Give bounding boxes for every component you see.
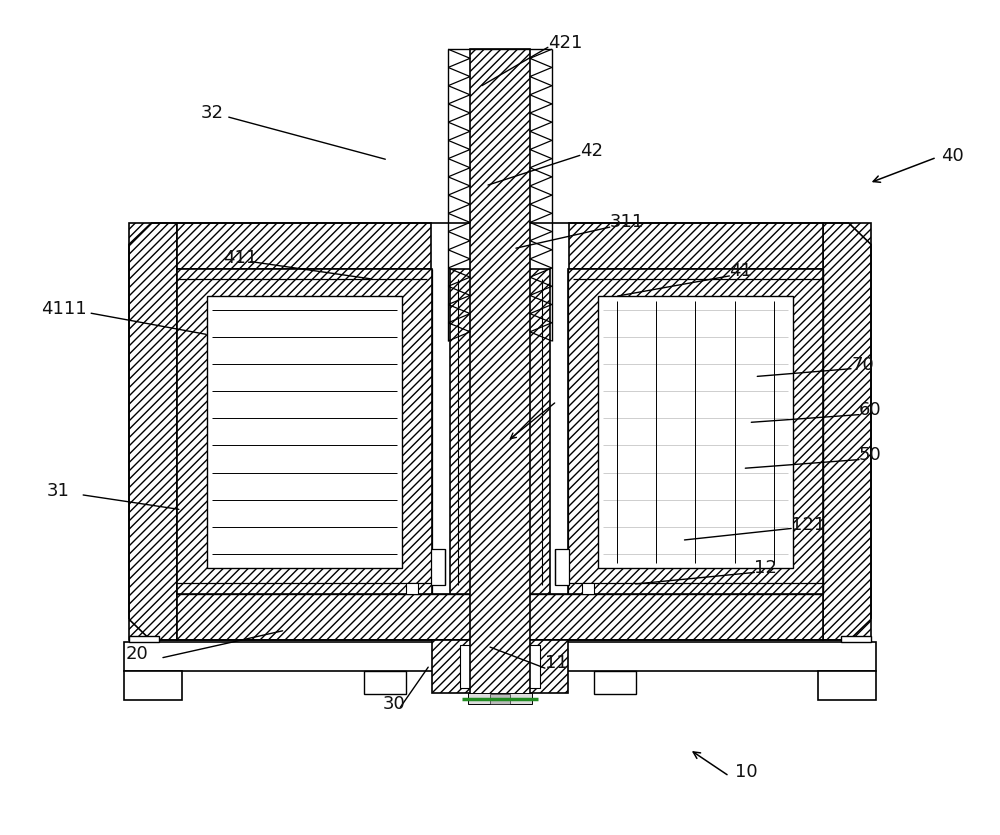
- Bar: [124, 671, 182, 700]
- Bar: [129, 635, 159, 642]
- Text: 121: 121: [791, 516, 825, 534]
- Text: 311: 311: [610, 214, 644, 231]
- Text: 11: 11: [545, 655, 568, 672]
- Text: 60: 60: [859, 401, 882, 419]
- Bar: [432, 640, 568, 693]
- Bar: [177, 595, 823, 640]
- Text: 41: 41: [729, 262, 752, 281]
- Bar: [490, 694, 510, 704]
- Text: 421: 421: [548, 33, 582, 52]
- Text: 31: 31: [46, 482, 69, 500]
- Bar: [124, 642, 876, 671]
- Bar: [364, 671, 406, 694]
- Bar: [568, 269, 823, 595]
- Bar: [569, 223, 823, 269]
- Bar: [431, 549, 445, 584]
- Bar: [177, 223, 431, 269]
- Bar: [406, 583, 418, 595]
- Text: 30: 30: [382, 695, 405, 712]
- Bar: [450, 269, 550, 595]
- Text: 32: 32: [201, 104, 224, 122]
- Bar: [598, 296, 793, 568]
- Text: 12: 12: [754, 559, 777, 577]
- Bar: [582, 583, 594, 595]
- Bar: [818, 671, 876, 700]
- Text: 20: 20: [126, 645, 149, 663]
- Bar: [470, 49, 530, 698]
- Bar: [177, 269, 432, 595]
- Text: 411: 411: [223, 249, 257, 266]
- Bar: [823, 223, 871, 640]
- Bar: [594, 671, 636, 694]
- Bar: [468, 693, 532, 705]
- Text: 42: 42: [580, 142, 603, 159]
- Text: 70: 70: [851, 356, 874, 374]
- Bar: [129, 223, 177, 640]
- Text: 40: 40: [941, 147, 964, 165]
- Bar: [555, 549, 569, 584]
- Bar: [460, 645, 540, 688]
- Text: 50: 50: [859, 446, 882, 463]
- Text: 4111: 4111: [41, 301, 87, 318]
- Bar: [207, 296, 402, 568]
- Text: 10: 10: [735, 763, 758, 782]
- Bar: [841, 635, 871, 642]
